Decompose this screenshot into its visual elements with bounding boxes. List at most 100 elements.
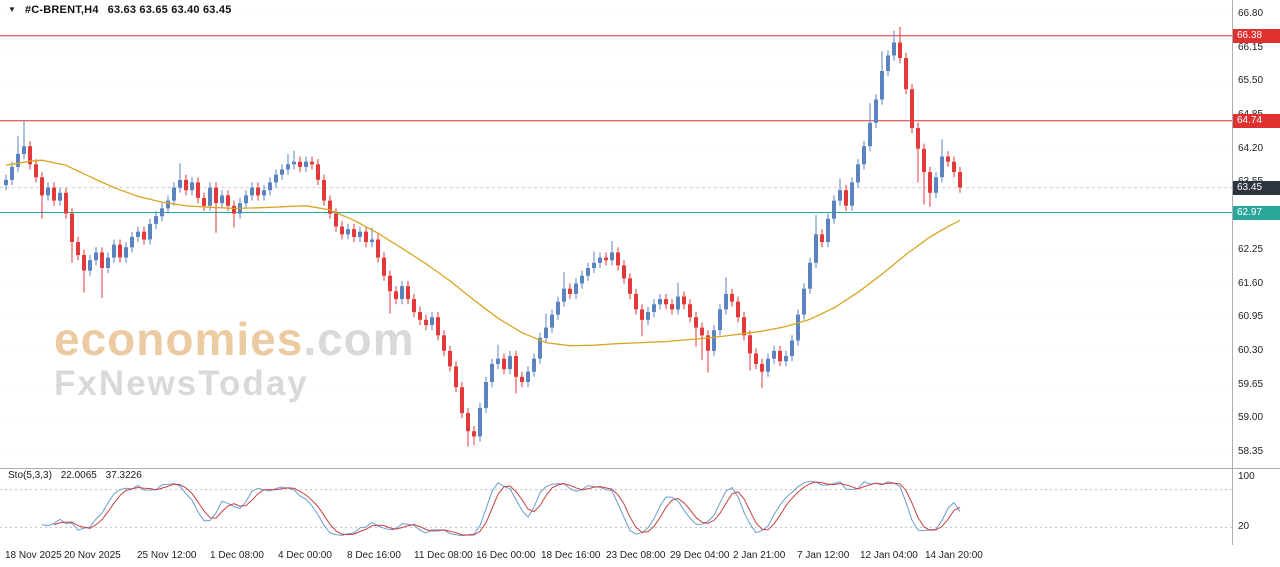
- candle-body: [244, 195, 248, 204]
- candle-body: [262, 190, 266, 196]
- candle-body: [592, 262, 596, 268]
- candle-body: [880, 71, 884, 100]
- candle-body: [226, 195, 230, 206]
- candle-body: [154, 216, 158, 224]
- candle-body: [904, 58, 908, 90]
- price-tick-label: 65.50: [1238, 75, 1264, 86]
- time-axis-label: 14 Jan 20:00: [925, 550, 983, 561]
- candle-body: [196, 182, 200, 198]
- candle-body: [856, 164, 860, 183]
- candle-body: [268, 182, 272, 191]
- candle-body: [88, 260, 92, 271]
- candle-body: [430, 317, 434, 325]
- candle-body: [448, 350, 452, 367]
- candle-body: [928, 172, 932, 193]
- candle-body: [280, 169, 284, 175]
- candle-body: [814, 234, 818, 263]
- candle-body: [844, 190, 848, 206]
- candle-body: [910, 89, 914, 129]
- candle-body: [64, 192, 68, 214]
- time-axis[interactable]: 18 Nov 2025 20 Nov 2025 25 Nov 12:00 1 Dec …: [0, 545, 1280, 567]
- candle-body: [826, 218, 830, 242]
- time-axis-label: 12 Jan 04:00: [860, 550, 918, 561]
- candle-body: [208, 187, 212, 206]
- candle-body: [652, 304, 656, 312]
- candle-body: [802, 288, 806, 315]
- candle-body: [58, 192, 62, 201]
- indicator-d-value: 37.3226: [105, 470, 142, 481]
- candle-body: [838, 190, 842, 201]
- candle-body: [160, 208, 164, 217]
- symbol-bar: ▼ #C-BRENT,H4 63.63 63.65 63.40 63.45: [8, 4, 232, 16]
- candle-body: [340, 226, 344, 235]
- candle-body: [304, 161, 308, 167]
- candle-body: [298, 161, 302, 167]
- candle-body: [400, 286, 404, 300]
- time-axis-label: 11 Dec 08:00: [414, 550, 473, 561]
- candle-body: [142, 231, 146, 240]
- candle-body: [742, 317, 746, 336]
- candle-body: [334, 213, 338, 227]
- candle-body: [766, 358, 770, 372]
- candle-body: [274, 174, 278, 183]
- candle-body: [868, 122, 872, 147]
- price-tick-label: 64.20: [1238, 143, 1264, 154]
- candle-body: [502, 358, 506, 370]
- candle-body: [4, 179, 8, 186]
- candle-body: [190, 182, 194, 191]
- candle-body: [256, 187, 260, 196]
- candle-body: [442, 335, 446, 351]
- candle-body: [40, 177, 44, 196]
- candle-body: [316, 164, 320, 180]
- candle-body: [580, 275, 584, 284]
- watermark-brand-suffix: .com: [303, 313, 415, 365]
- candle-body: [214, 187, 218, 204]
- candle-body: [178, 179, 182, 188]
- candle-body: [748, 335, 752, 354]
- candle-body: [220, 195, 224, 204]
- candle-body: [598, 257, 602, 263]
- candle-body: [718, 309, 722, 331]
- stochastic-signal-line: [53, 481, 961, 536]
- candle-body: [532, 358, 536, 372]
- candle-body: [310, 161, 314, 165]
- time-axis-label: 8 Dec 16:00: [347, 550, 401, 561]
- candle-body: [604, 257, 608, 261]
- candle-body: [52, 187, 56, 201]
- watermark-brand: economies.com: [54, 316, 415, 362]
- candle-body: [694, 317, 698, 328]
- candle-body: [574, 283, 578, 294]
- candle-body: [478, 407, 482, 437]
- candle-body: [10, 166, 14, 180]
- candle-body: [832, 200, 836, 219]
- candle-body: [232, 205, 236, 214]
- candle-body: [538, 337, 542, 359]
- candle-body: [886, 55, 890, 71]
- candle-body: [46, 187, 50, 196]
- candle-body: [670, 304, 674, 310]
- candle-body: [562, 288, 566, 302]
- watermark: economies.com FxNewsToday: [54, 316, 415, 401]
- candle-body: [250, 187, 254, 196]
- candle-body: [778, 350, 782, 362]
- price-axis[interactable]: 66.8066.1565.5064.8564.2063.5562.9062.25…: [0, 0, 1280, 545]
- candle-body: [28, 146, 32, 165]
- candle-body: [922, 148, 926, 173]
- candle-body: [166, 200, 170, 209]
- candle-body: [640, 309, 644, 320]
- candle-body: [34, 164, 38, 178]
- candle-body: [700, 327, 704, 336]
- time-axis-label: 16 Dec 00:00: [476, 550, 536, 561]
- candle-body: [418, 312, 422, 320]
- candle-body: [202, 198, 206, 206]
- symbol-dropdown-icon[interactable]: ▼: [8, 5, 16, 14]
- candle-body: [388, 275, 392, 292]
- candle-body: [586, 268, 590, 276]
- price-badge: 62.97: [1233, 206, 1280, 220]
- candle-body: [892, 42, 896, 56]
- price-tick-label: 66.15: [1238, 42, 1264, 53]
- price-tick-label: 61.60: [1238, 278, 1264, 289]
- candle-body: [808, 262, 812, 289]
- candle-body: [424, 319, 428, 325]
- stochastic-main-line: [41, 480, 961, 537]
